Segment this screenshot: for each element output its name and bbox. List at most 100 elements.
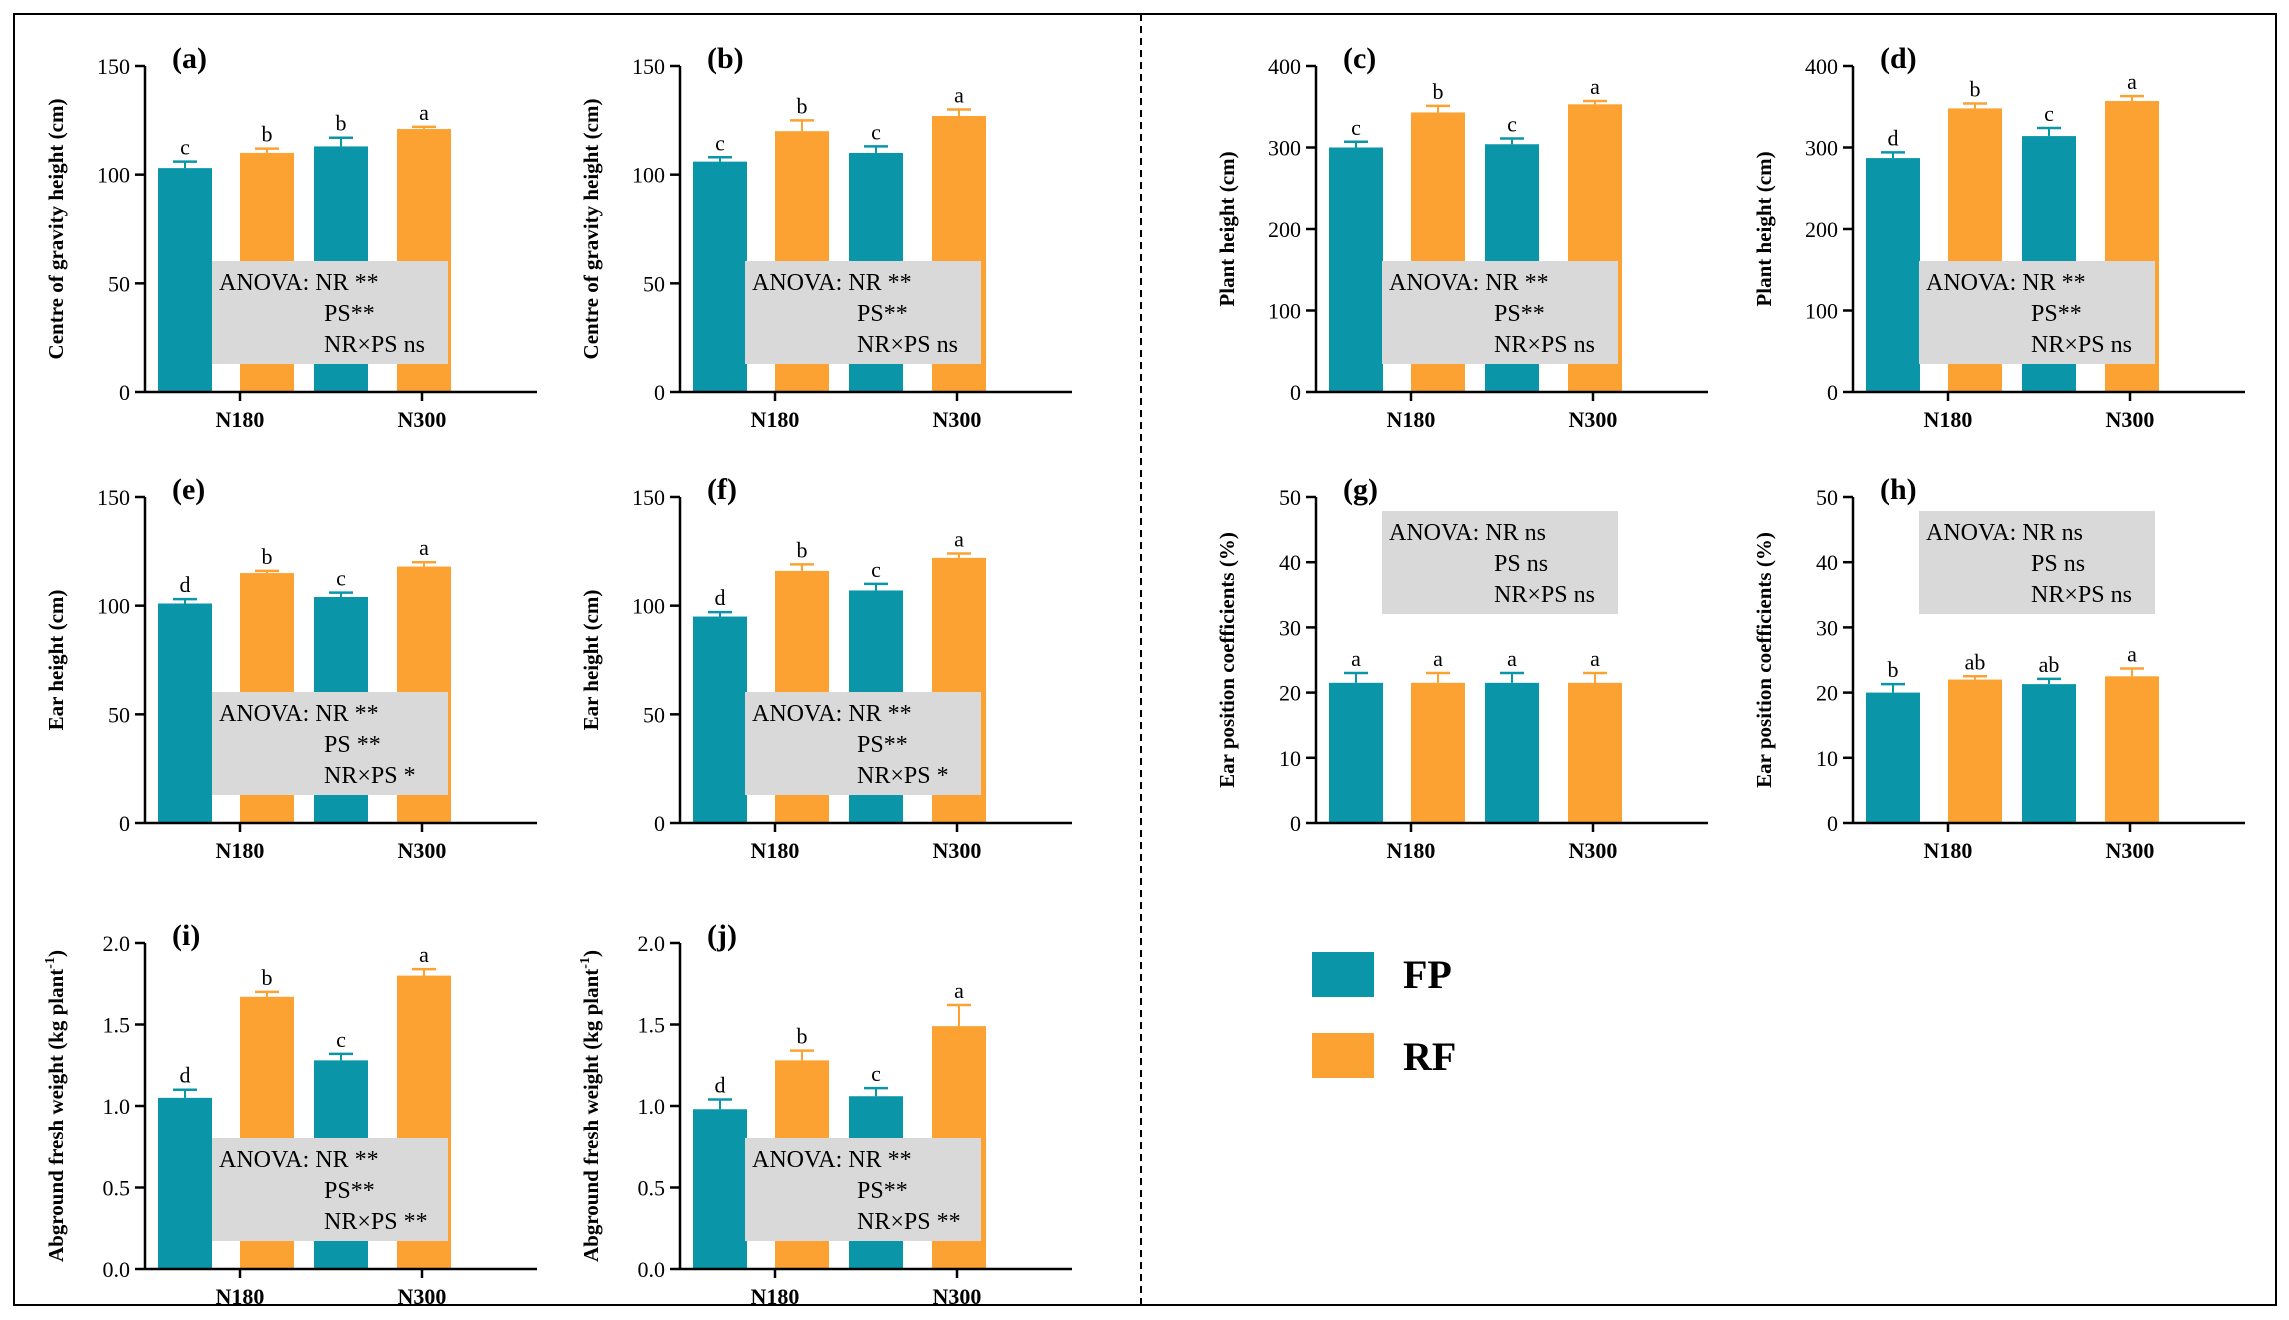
significance-letter: b [262, 122, 273, 147]
bar-fp-n300 [1485, 682, 1539, 823]
significance-letter: ab [1965, 649, 1986, 674]
y-tick-label: 2.0 [638, 931, 666, 956]
anova-box: ANOVA: NR ** PS** NR×PS ** [212, 1138, 448, 1241]
legend-fp-label: FP [1403, 952, 1452, 997]
anova-box-bg [212, 261, 448, 364]
legend-fp-swatch [1312, 952, 1374, 997]
chart-panel-j: d b c a 0.0 0.5 1.0 1.5 2.0 N180 N300 Abground fres… [578, 919, 1072, 1309]
y-axis-label: Centre of gravity height (cm) [579, 99, 603, 360]
anova-line-3: NR×PS ** [857, 1209, 961, 1235]
y-axis-label-suffix: ) [579, 950, 603, 957]
y-tick-label: 50 [108, 702, 130, 727]
y-tick-label: 40 [1279, 550, 1301, 575]
significance-letter: a [419, 942, 429, 967]
significance-letter: b [262, 965, 273, 990]
bar-rf-n180 [1948, 679, 2002, 823]
significance-letter: a [954, 978, 964, 1003]
significance-letter: a [1590, 646, 1600, 671]
anova-box-bg [1919, 261, 2155, 364]
anova-line-2: PS** [857, 301, 908, 327]
x-tick-label: N180 [1387, 838, 1436, 863]
y-axis-label: Plant height (cm) [1752, 151, 1776, 306]
panel-label: (d) [1880, 42, 1917, 75]
significance-letter: a [1433, 646, 1443, 671]
anova-box: ANOVA: NR ns PS ns NR×PS ns [1919, 511, 2155, 614]
y-tick-label: 10 [1816, 746, 1838, 771]
significance-letter: b [797, 1024, 808, 1049]
anova-line-3: NR×PS ns [324, 332, 425, 358]
anova-box-bg [1382, 261, 1618, 364]
y-tick-label: 30 [1816, 615, 1838, 640]
bar-fp-n180 [1866, 692, 1920, 823]
x-tick-label: N300 [398, 838, 447, 863]
panel-label: (h) [1880, 473, 1917, 506]
panel-label: (f) [707, 473, 737, 506]
significance-letter: d [1888, 125, 1899, 150]
y-tick-label: 1.5 [638, 1013, 666, 1038]
y-tick-label: 0.0 [103, 1257, 131, 1282]
bar-fp-n180 [158, 1097, 212, 1269]
anova-box: ANOVA: NR ** PS** NR×PS * [745, 692, 981, 795]
anova-line-3: NR×PS ns [857, 332, 958, 358]
y-tick-label: 0 [1827, 380, 1838, 405]
panel-label: (j) [707, 919, 737, 952]
anova-box-bg [212, 1138, 448, 1241]
x-tick-label: N300 [2106, 407, 2155, 432]
anova-box: ANOVA: NR ** PS** NR×PS ns [1382, 261, 1618, 364]
y-axis-label: Ear height (cm) [579, 590, 603, 731]
significance-letter: b [1888, 657, 1899, 682]
chart-panel-i: d b c a 0.0 0.5 1.0 1.5 2.0 N180 N300 Abground fres… [43, 919, 537, 1309]
significance-letter: d [715, 585, 726, 610]
chart-panel-h: b ab ab a 0 10 20 30 40 50 N180 N300 Ear position co… [1752, 473, 2245, 863]
anova-line-2: PS ns [2031, 551, 2085, 577]
anova-box-bg [1919, 511, 2155, 614]
legend: FP RF [1312, 952, 1456, 1079]
x-tick-label: N180 [751, 838, 800, 863]
y-axis-label: Plant height (cm) [1215, 151, 1239, 306]
significance-letter: b [797, 537, 808, 562]
anova-line-3: NR×PS * [857, 763, 949, 789]
bar-fp-n180 [1866, 158, 1920, 392]
y-axis-label: Ear position coefficients (%) [1215, 532, 1239, 788]
panel-label: (a) [172, 42, 207, 75]
x-tick-label: N300 [933, 1284, 982, 1309]
y-tick-label: 150 [97, 485, 130, 510]
x-tick-label: N300 [398, 1284, 447, 1309]
y-tick-label: 100 [1805, 299, 1838, 324]
x-tick-label: N180 [216, 407, 265, 432]
anova-box: ANOVA: NR ** PS** NR×PS ** [745, 1138, 981, 1241]
anova-line-2: PS** [857, 1178, 908, 1204]
significance-letter: a [1590, 74, 1600, 99]
y-axis-label: Centre of gravity height (cm) [44, 99, 68, 360]
x-tick-label: N300 [398, 407, 447, 432]
anova-line-2: PS** [857, 732, 908, 758]
y-tick-label: 0 [119, 811, 130, 836]
anova-box: ANOVA: NR ns PS ns NR×PS ns [1382, 511, 1618, 614]
anova-line-1: ANOVA: NR ** [219, 1147, 379, 1173]
y-tick-label: 50 [1279, 485, 1301, 510]
significance-letter: c [180, 135, 190, 160]
anova-line-1: ANOVA: NR ** [1389, 270, 1549, 296]
chart-panel-e: d b c a 0 50 100 150 N180 N300 Ear height (cm) (e) A… [44, 473, 537, 863]
significance-letter: a [419, 535, 429, 560]
significance-letter: a [1507, 646, 1517, 671]
x-tick-label: N180 [1387, 407, 1436, 432]
y-tick-label: 400 [1268, 54, 1301, 79]
x-tick-label: N180 [1924, 838, 1973, 863]
y-tick-label: 100 [97, 594, 130, 619]
y-tick-label: 50 [643, 271, 665, 296]
y-tick-label: 0 [1290, 811, 1301, 836]
y-axis-label: Abground fresh weight (kg plant-1) [43, 950, 68, 1262]
y-axis-label-superscript: -1 [43, 957, 58, 969]
significance-letter: a [2127, 69, 2137, 94]
legend-rf-swatch [1312, 1033, 1374, 1078]
y-tick-label: 50 [1816, 485, 1838, 510]
y-tick-label: 100 [97, 163, 130, 188]
y-tick-label: 40 [1816, 550, 1838, 575]
significance-letter: b [1433, 79, 1444, 104]
y-tick-label: 0.0 [638, 1257, 666, 1282]
y-tick-label: 1.0 [638, 1094, 666, 1119]
y-tick-label: 0 [1827, 811, 1838, 836]
significance-letter: a [954, 82, 964, 107]
panel-label: (b) [707, 42, 744, 75]
